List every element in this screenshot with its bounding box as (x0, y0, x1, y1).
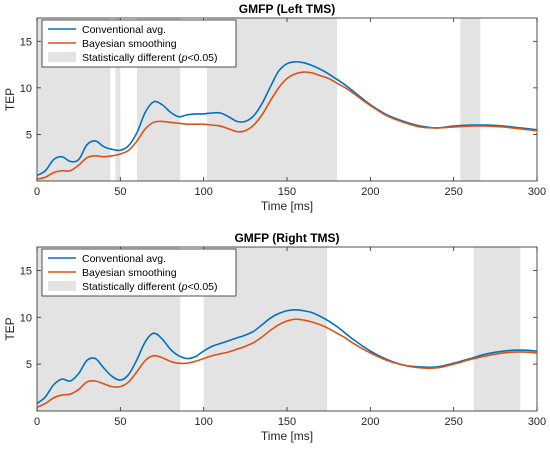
x-tick-label: 200 (361, 186, 379, 198)
x-tick-label: 100 (194, 186, 212, 198)
x-tick-label: 0 (34, 416, 40, 428)
legend-shade-variable: p (181, 52, 188, 64)
x-tick-label: 50 (114, 186, 126, 198)
x-tick-label: 150 (278, 186, 296, 198)
y-tick-label: 15 (20, 265, 32, 277)
legend-shade-swatch (48, 52, 76, 62)
x-tick-label: 300 (528, 186, 546, 198)
x-tick-label: 250 (444, 416, 462, 428)
legend-shade-swatch (48, 281, 76, 291)
x-tick-label: 150 (278, 416, 296, 428)
legend-label: Bayesian smoothing (82, 38, 177, 50)
series-line-conventional-avg (36, 60, 538, 177)
shaded-region-2 (115, 18, 121, 181)
shaded-region-5 (460, 18, 481, 181)
legend-label: Bayesian smoothing (82, 267, 177, 279)
x-tick-label: 100 (194, 416, 212, 428)
legend-shade-variable: p (181, 281, 188, 293)
chart-panel-1: 0 50 100 150 200 250 300 5 10 15 Time [ms] TEP GMFP … (3, 2, 546, 213)
y-tick-label: 5 (26, 129, 32, 141)
legend-label: Conventional avg. (82, 24, 166, 36)
legend-label-shade: Statistically different (p<0.05) (82, 52, 218, 64)
x-axis-label: Time [ms] (261, 429, 313, 443)
legend-shade-suffix: <0.05) (187, 52, 217, 64)
y-tick-label: 10 (20, 83, 32, 95)
x-tick-label: 50 (114, 416, 126, 428)
y-axis-label: TEP (3, 317, 17, 340)
chart-title: GMFP (Left TMS) (239, 2, 335, 16)
y-tick-label: 15 (20, 36, 32, 48)
y-tick-label: 10 (20, 312, 32, 324)
x-tick-label: 200 (361, 416, 379, 428)
x-tick-label: 300 (528, 416, 546, 428)
chart-panel-2: 0 50 100 150 200 250 300 5 10 15 Time [ms] TEP GMFP … (3, 231, 546, 443)
legend: Conventional avg. Bayesian smoothing Stati… (41, 248, 237, 297)
series-line-bayesian-smoothing (36, 318, 538, 408)
legend-label-shade: Statistically different (p<0.05) (82, 281, 218, 293)
legend-label: Conventional avg. (82, 253, 166, 265)
series-line-bayesian-smoothing (36, 71, 538, 180)
x-tick-label: 0 (34, 186, 40, 198)
y-tick-label: 5 (26, 359, 32, 371)
chart-title: GMFP (Right TMS) (234, 231, 339, 245)
x-tick-label: 250 (444, 186, 462, 198)
legend-shade-suffix: <0.05) (187, 281, 217, 293)
x-axis-label: Time [ms] (261, 199, 313, 213)
shaded-region-3 (473, 247, 521, 411)
y-axis-label: TEP (3, 88, 17, 111)
legend-shade-prefix: Statistically different ( (82, 281, 182, 293)
legend: Conventional avg. Bayesian smoothing Stati… (41, 19, 237, 68)
legend-shade-prefix: Statistically different ( (82, 52, 182, 64)
